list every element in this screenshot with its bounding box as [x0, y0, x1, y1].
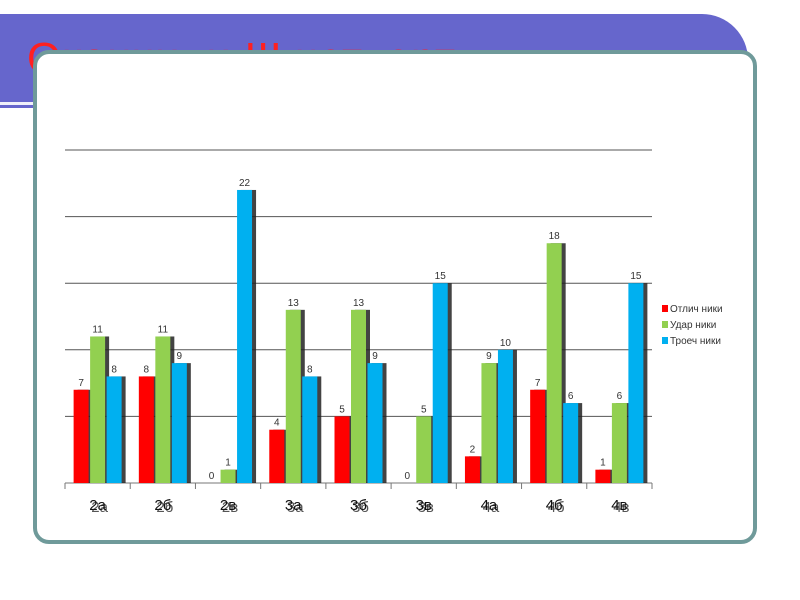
legend-swatch: [662, 321, 668, 328]
data-label: 6: [617, 391, 623, 402]
bar: [432, 283, 448, 483]
bar: [351, 309, 366, 483]
data-label: 10: [500, 338, 512, 349]
legend-label: Отлич ники: [670, 304, 723, 315]
data-label: 4: [274, 418, 280, 429]
data-label: 8: [111, 364, 117, 375]
legend-label: Удар ники: [670, 320, 716, 331]
bar: [416, 416, 432, 483]
x-tick-label: 2в: [220, 497, 236, 514]
x-tick-label: 2а: [89, 497, 106, 514]
bar: [563, 403, 579, 483]
x-tick-label-shadow: 4в: [613, 499, 629, 516]
bar: [138, 376, 154, 483]
bar: [530, 389, 546, 483]
x-tick-label-shadow: 4б: [548, 499, 565, 516]
bar: [269, 429, 285, 483]
bar: [595, 469, 611, 483]
x-tick-label: 3а: [285, 497, 302, 514]
data-label: 9: [372, 351, 378, 362]
data-label: 13: [353, 298, 365, 309]
bars: [73, 189, 648, 483]
x-tick-label: 4а: [481, 497, 498, 514]
bar: [106, 376, 122, 483]
bar: [628, 283, 644, 483]
bar: [73, 389, 89, 483]
bar: [302, 376, 318, 483]
bar: [464, 456, 480, 483]
data-label: 8: [307, 364, 313, 375]
x-tick-label: 4б: [546, 497, 563, 514]
x-tick-label-shadow: 2а: [91, 499, 108, 516]
data-label: 2: [470, 444, 476, 455]
legend-swatch: [662, 337, 668, 344]
data-label: 15: [630, 271, 642, 282]
bar: [497, 349, 513, 483]
data-label: 11: [92, 324, 103, 335]
x-tick-label: 4в: [611, 497, 627, 514]
data-label: 9: [177, 351, 183, 362]
bar: [285, 309, 301, 483]
data-label: 5: [339, 404, 345, 415]
data-label: 15: [435, 271, 447, 282]
bar: [171, 363, 187, 483]
data-label: 7: [78, 378, 84, 389]
data-label: 0: [209, 471, 215, 482]
x-tick-label-shadow: 2в: [222, 499, 238, 516]
x-tick-label-shadow: 3а: [287, 499, 304, 516]
data-label: 7: [535, 378, 541, 389]
x-tick-label-shadow: 4а: [483, 499, 500, 516]
data-label: 8: [144, 364, 150, 375]
bar: [611, 403, 627, 483]
data-label: 18: [549, 231, 561, 242]
x-tick-label-shadow: 2б: [156, 499, 173, 516]
x-tick-label: 3б: [350, 497, 367, 514]
x-tick-label-shadow: 3в: [418, 499, 434, 516]
data-label: 5: [421, 404, 427, 415]
x-tick-label-shadow: 3б: [352, 499, 369, 516]
data-label: 1: [225, 458, 231, 469]
bar: [237, 189, 253, 483]
bar: [334, 416, 350, 483]
x-tick-label: 3в: [416, 497, 432, 514]
bar: [481, 363, 497, 483]
x-tick-label: 2б: [154, 497, 171, 514]
data-label: 13: [288, 298, 300, 309]
bar: [367, 363, 383, 483]
legend-swatch: [662, 305, 668, 312]
bar: [546, 243, 562, 483]
legend: Отлич ники Удар ники Троеч ники: [662, 304, 723, 347]
legend-label: Троеч ники: [670, 336, 721, 347]
bar: [90, 336, 106, 483]
data-label: 1: [600, 458, 606, 469]
data-label: 0: [404, 471, 410, 482]
bar: [155, 336, 171, 483]
data-label: 22: [239, 178, 251, 189]
data-label: 6: [568, 391, 574, 402]
data-label: 9: [486, 351, 492, 362]
bar: [220, 469, 236, 483]
data-label: 11: [158, 324, 169, 335]
